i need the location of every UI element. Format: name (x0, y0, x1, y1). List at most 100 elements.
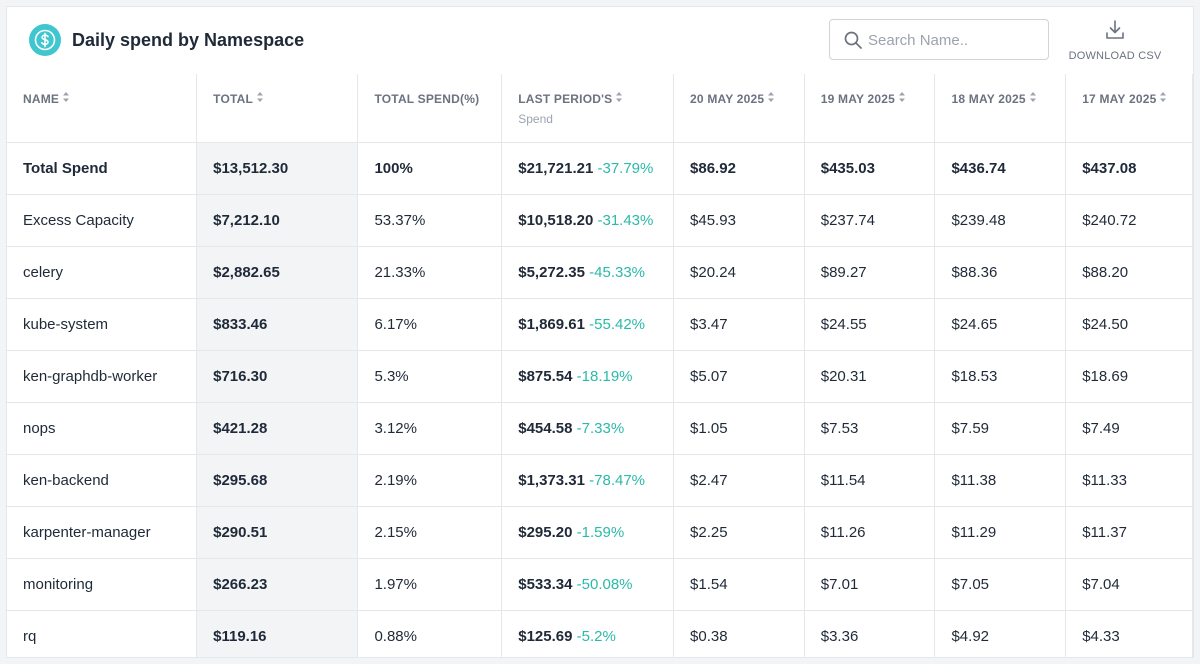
cell-date-2: $435.03 (804, 142, 936, 195)
cell-total: $290.51 (196, 506, 359, 559)
change-percent: -37.79% (597, 159, 654, 177)
change-percent: -55.42% (589, 315, 646, 333)
column-header-date-4[interactable]: 17 MAY 2025 (1065, 74, 1193, 143)
table-header-row: NAME TOTAL TOTAL SPEND(%) LAST PERIOD'S … (7, 74, 1193, 143)
cell-last-period: $454.58 -7.33% (501, 402, 675, 455)
cell-last-period: $21,721.21 -37.79% (501, 142, 675, 195)
table-row[interactable]: Excess Capacity $7,212.10 53.37% $10,518… (7, 194, 1193, 247)
cell-total: $266.23 (196, 558, 359, 611)
table-row[interactable]: rq $119.16 0.88% $125.69 -5.2% $0.38 $3.… (7, 610, 1193, 657)
download-csv-button[interactable]: DOWNLOAD CSV (1063, 17, 1167, 67)
sort-icon[interactable] (767, 91, 775, 106)
cell-date-3: $7.59 (934, 402, 1067, 455)
cell-total-pct: 5.3% (357, 350, 503, 403)
cell-date-4: $18.69 (1065, 350, 1193, 403)
cell-last-period: $5,272.35 -45.33% (501, 246, 675, 299)
cell-date-2: $237.74 (804, 194, 936, 247)
cell-date-3: $18.53 (934, 350, 1067, 403)
table-row[interactable]: karpenter-manager $290.51 2.15% $295.20 … (7, 506, 1193, 559)
cell-name: karpenter-manager (7, 506, 198, 559)
cell-date-3: $7.05 (934, 558, 1067, 611)
sort-icon[interactable] (898, 91, 906, 106)
cell-total-pct: 1.97% (357, 558, 503, 611)
download-icon (1106, 20, 1124, 39)
cell-date-2: $24.55 (804, 298, 936, 351)
cell-date-4: $11.33 (1065, 454, 1193, 507)
card-header: Daily spend by Namespace DOWNLOAD CSV (7, 7, 1193, 75)
namespace-spend-card: Daily spend by Namespace DOWNLOAD CSV (6, 6, 1194, 658)
sort-icon[interactable] (1029, 91, 1037, 106)
cell-date-4: $4.33 (1065, 610, 1193, 657)
cell-date-2: $11.54 (804, 454, 936, 507)
table-row[interactable]: monitoring $266.23 1.97% $533.34 -50.08%… (7, 558, 1193, 611)
change-percent: -45.33% (589, 263, 646, 281)
table-row[interactable]: nops $421.28 3.12% $454.58 -7.33% $1.05 … (7, 402, 1193, 455)
column-header-name[interactable]: NAME (7, 74, 198, 143)
cell-total-pct: 21.33% (357, 246, 503, 299)
cell-date-1: $20.24 (673, 246, 805, 299)
cell-total-pct: 3.12% (357, 402, 503, 455)
column-header-date-1[interactable]: 20 MAY 2025 (673, 74, 805, 143)
cell-total: $7,212.10 (196, 194, 359, 247)
cell-name: Total Spend (7, 142, 198, 195)
cell-last-period: $1,373.31 -78.47% (501, 454, 675, 507)
change-percent: -18.19% (576, 367, 633, 385)
column-header-date-2[interactable]: 19 MAY 2025 (804, 74, 936, 143)
cell-date-4: $24.50 (1065, 298, 1193, 351)
cell-date-4: $240.72 (1065, 194, 1193, 247)
cell-name: monitoring (7, 558, 198, 611)
cell-total: $2,882.65 (196, 246, 359, 299)
table-row[interactable]: ken-backend $295.68 2.19% $1,373.31 -78.… (7, 454, 1193, 507)
cell-date-2: $11.26 (804, 506, 936, 559)
cell-last-period: $875.54 -18.19% (501, 350, 675, 403)
cell-last-period: $1,869.61 -55.42% (501, 298, 675, 351)
cell-date-4: $7.49 (1065, 402, 1193, 455)
cell-total: $295.68 (196, 454, 359, 507)
search-input[interactable] (868, 28, 1038, 52)
search-box[interactable] (829, 19, 1049, 60)
cell-date-1: $5.07 (673, 350, 805, 403)
cell-date-4: $7.04 (1065, 558, 1193, 611)
spend-table: NAME TOTAL TOTAL SPEND(%) LAST PERIOD'S … (7, 74, 1193, 657)
table-row[interactable]: ken-graphdb-worker $716.30 5.3% $875.54 … (7, 350, 1193, 403)
change-percent: -1.59% (576, 523, 625, 541)
sort-icon[interactable] (62, 91, 70, 106)
sort-icon[interactable] (1159, 91, 1167, 106)
cell-name: ken-backend (7, 454, 198, 507)
cell-name: celery (7, 246, 198, 299)
cell-total-pct: 53.37% (357, 194, 503, 247)
cell-total: $833.46 (196, 298, 359, 351)
search-icon (844, 31, 862, 49)
cell-date-3: $88.36 (934, 246, 1067, 299)
cell-name: ken-graphdb-worker (7, 350, 198, 403)
cell-name: rq (7, 610, 198, 657)
sort-icon[interactable] (256, 91, 264, 106)
column-header-date-3[interactable]: 18 MAY 2025 (934, 74, 1067, 143)
cell-last-period: $10,518.20 -31.43% (501, 194, 675, 247)
column-header-last-period[interactable]: LAST PERIOD'S Spend (501, 74, 675, 143)
cell-total: $13,512.30 (196, 142, 359, 195)
table-row-total-spend[interactable]: Total Spend $13,512.30 100% $21,721.21 -… (7, 142, 1193, 195)
cell-date-2: $89.27 (804, 246, 936, 299)
table-row[interactable]: celery $2,882.65 21.33% $5,272.35 -45.33… (7, 246, 1193, 299)
cell-total-pct: 0.88% (357, 610, 503, 657)
cell-date-1: $1.54 (673, 558, 805, 611)
cell-last-period: $295.20 -1.59% (501, 506, 675, 559)
sort-icon[interactable] (615, 91, 623, 106)
cell-date-3: $436.74 (934, 142, 1067, 195)
download-csv-label: DOWNLOAD CSV (1068, 50, 1162, 62)
cell-name: nops (7, 402, 198, 455)
cell-date-3: $11.29 (934, 506, 1067, 559)
cell-last-period: $533.34 -50.08% (501, 558, 675, 611)
column-header-total[interactable]: TOTAL (196, 74, 359, 143)
cell-date-3: $239.48 (934, 194, 1067, 247)
table-row[interactable]: kube-system $833.46 6.17% $1,869.61 -55.… (7, 298, 1193, 351)
cell-date-1: $45.93 (673, 194, 805, 247)
change-percent: -50.08% (576, 575, 633, 593)
cell-date-2: $20.31 (804, 350, 936, 403)
cell-total: $119.16 (196, 610, 359, 657)
cell-total-pct: 2.15% (357, 506, 503, 559)
cell-date-4: $88.20 (1065, 246, 1193, 299)
page-title: Daily spend by Namespace (72, 30, 305, 50)
change-percent: -7.33% (576, 419, 625, 437)
